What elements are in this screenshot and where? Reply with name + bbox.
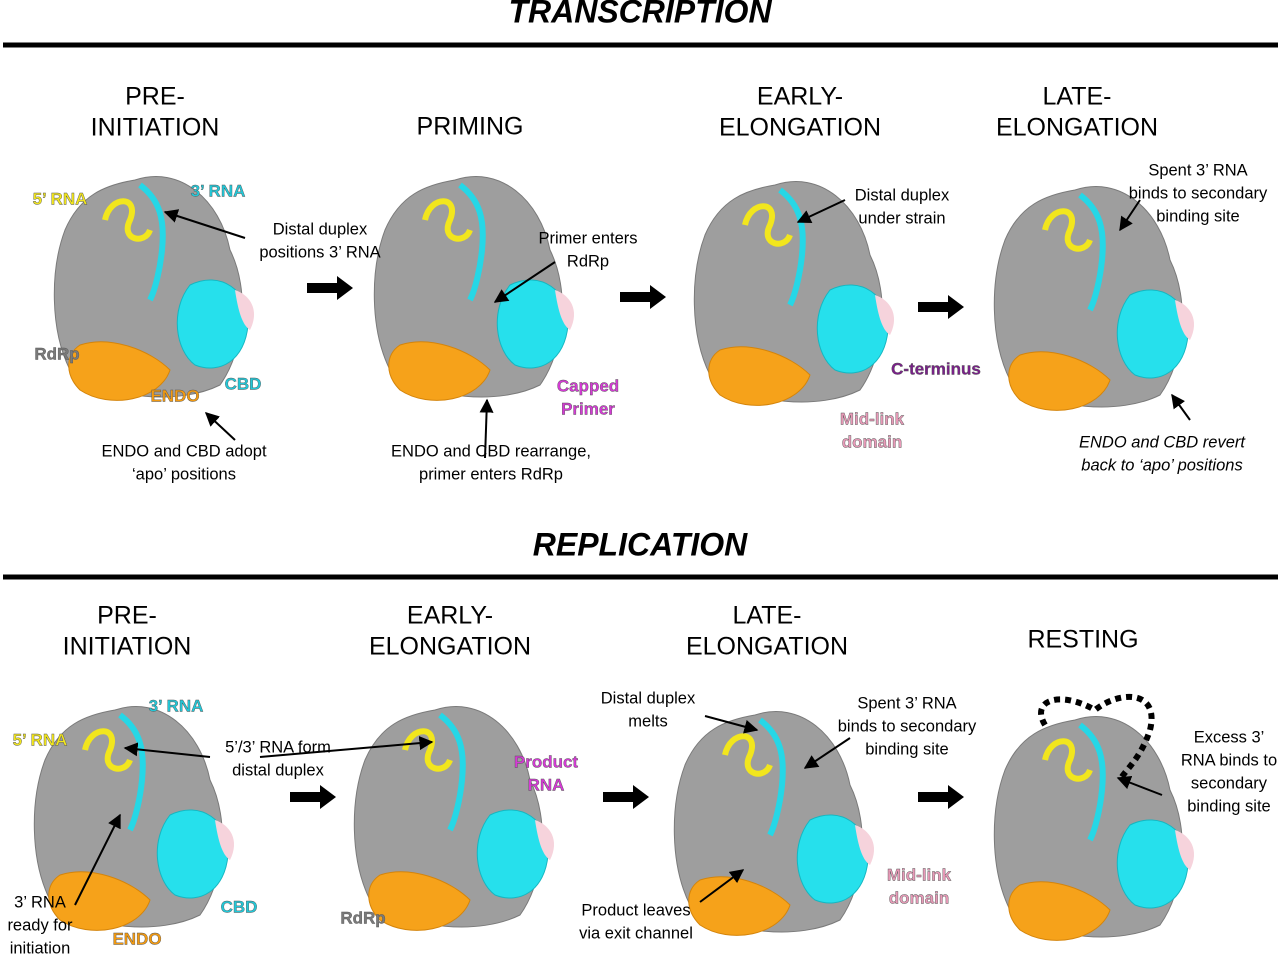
annotation: ENDO — [150, 386, 199, 405]
annotation: back to ‘apo’ positions — [1081, 456, 1242, 474]
step-arrows — [290, 276, 964, 809]
annotation: Primer enters — [538, 229, 637, 247]
annotation: secondary — [1191, 774, 1268, 792]
annotation: melts — [628, 712, 667, 730]
annotation: RdRp — [567, 252, 609, 270]
stage-title: PRE- — [125, 83, 185, 111]
annotation: binds to secondary — [1129, 184, 1268, 202]
annotation: RdRp — [34, 344, 79, 363]
annotation: Mid-link — [840, 409, 905, 428]
annotation: distal duplex — [232, 761, 324, 779]
annotation: 5’ RNA — [13, 730, 68, 749]
polymerase — [54, 176, 254, 400]
stage-title: ELONGATION — [719, 114, 881, 142]
annotation: ENDO — [112, 929, 161, 948]
annotation: 3’ RNA — [14, 893, 66, 911]
annotation: domain — [889, 888, 949, 907]
stage-title: ELONGATION — [369, 633, 531, 661]
annotation: Distal duplex — [855, 186, 950, 204]
annotation: Primer — [561, 399, 615, 418]
stage-title: LATE- — [1043, 83, 1112, 111]
stage-title: LATE- — [733, 602, 802, 630]
annotation: Distal duplex — [601, 689, 696, 707]
annotation: Product leaves — [581, 901, 690, 919]
polymerase — [354, 706, 554, 930]
annotation: ready for — [7, 916, 73, 934]
annotation: primer enters RdRp — [419, 465, 563, 483]
annotation: binding site — [865, 740, 948, 758]
stage-title: RESTING — [1027, 626, 1138, 654]
stage-title: ELONGATION — [996, 114, 1158, 142]
annotation: Mid-link — [887, 865, 952, 884]
stage-title: ELONGATION — [686, 633, 848, 661]
polymerase — [994, 716, 1194, 940]
annotation: ENDO and CBD adopt — [101, 442, 266, 460]
annotation: RdRp — [340, 908, 385, 927]
annotation: binds to secondary — [838, 717, 977, 735]
polymerase — [674, 711, 874, 935]
stage-title: EARLY- — [757, 83, 843, 111]
excess-rna — [1038, 694, 1155, 782]
annotation: CBD — [221, 897, 258, 916]
annotation: C-terminus — [891, 359, 981, 378]
annotation: ENDO and CBD rearrange, — [391, 442, 591, 460]
annotation: Spent 3’ RNA — [1148, 161, 1247, 179]
annotation: binding site — [1156, 207, 1239, 225]
stage-title: EARLY- — [407, 602, 493, 630]
stage-title: INITIATION — [63, 633, 192, 661]
annotation: RNA binds to — [1181, 751, 1277, 769]
annotation: 3’ RNA — [149, 696, 204, 715]
pointer-arrows — [74, 199, 1191, 906]
annotation: under strain — [858, 209, 945, 227]
annotation: via exit channel — [579, 924, 693, 942]
stage-title: INITIATION — [91, 114, 220, 142]
annotation: Excess 3’ — [1194, 728, 1265, 746]
annotation: 3’ RNA — [191, 181, 246, 200]
annotation: CBD — [225, 374, 262, 393]
stage-title: PRIMING — [417, 113, 524, 141]
annotation: RNA — [528, 775, 565, 794]
annotation: Product — [514, 752, 579, 771]
annotation: domain — [842, 432, 902, 451]
annotation: ENDO and CBD revert — [1079, 433, 1246, 451]
annotation: Capped — [557, 376, 619, 395]
annotation: binding site — [1187, 797, 1270, 815]
stage-title: PRE- — [97, 602, 157, 630]
section-title: TRANSCRIPTION — [508, 0, 772, 29]
annotation: 5’/3’ RNA form — [225, 738, 331, 756]
annotation: Distal duplex — [273, 220, 368, 238]
annotation: positions 3’ RNA — [259, 243, 380, 261]
section-title: REPLICATION — [533, 526, 748, 562]
polymerase — [374, 176, 574, 400]
annotation: 5’ RNA — [33, 189, 88, 208]
annotation: Spent 3’ RNA — [857, 694, 956, 712]
annotation: ‘apo’ positions — [132, 465, 236, 483]
annotation: initiation — [10, 939, 71, 956]
